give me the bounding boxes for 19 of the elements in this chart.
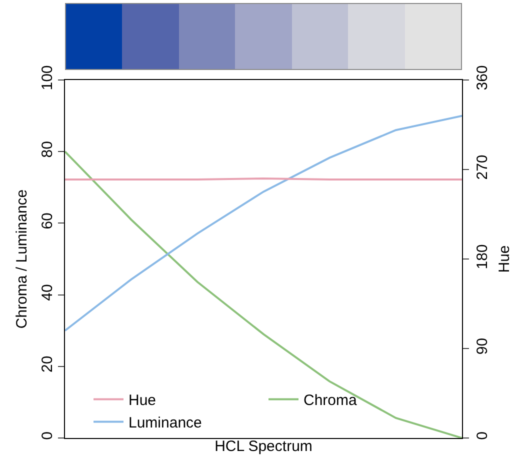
y-tick-label: 60 (39, 212, 56, 230)
y2-tick-label: 90 (474, 338, 491, 355)
y2-axis-title: Hue (496, 245, 513, 273)
y-tick-label: 40 (39, 284, 56, 301)
y2-tick-label: 360 (474, 65, 491, 90)
y-tick-label: 100 (39, 65, 56, 90)
y-tick-label: 0 (39, 432, 56, 440)
line-series (65, 114, 462, 332)
x-axis-title: HCL Spectrum (214, 438, 312, 455)
y2-tick-label: 270 (474, 154, 491, 180)
y-axis-title: Chroma / Luminance (13, 189, 30, 329)
line-series (65, 150, 462, 438)
y-tick-label: 20 (39, 356, 56, 372)
y-tick-label: 80 (39, 141, 56, 158)
legend-label: Chroma (304, 392, 358, 410)
legend-label: Luminance (128, 414, 202, 432)
legend-label: Hue (128, 392, 156, 410)
y2-tick-label: 180 (474, 244, 491, 270)
y2-tick-label: 0 (474, 432, 491, 440)
